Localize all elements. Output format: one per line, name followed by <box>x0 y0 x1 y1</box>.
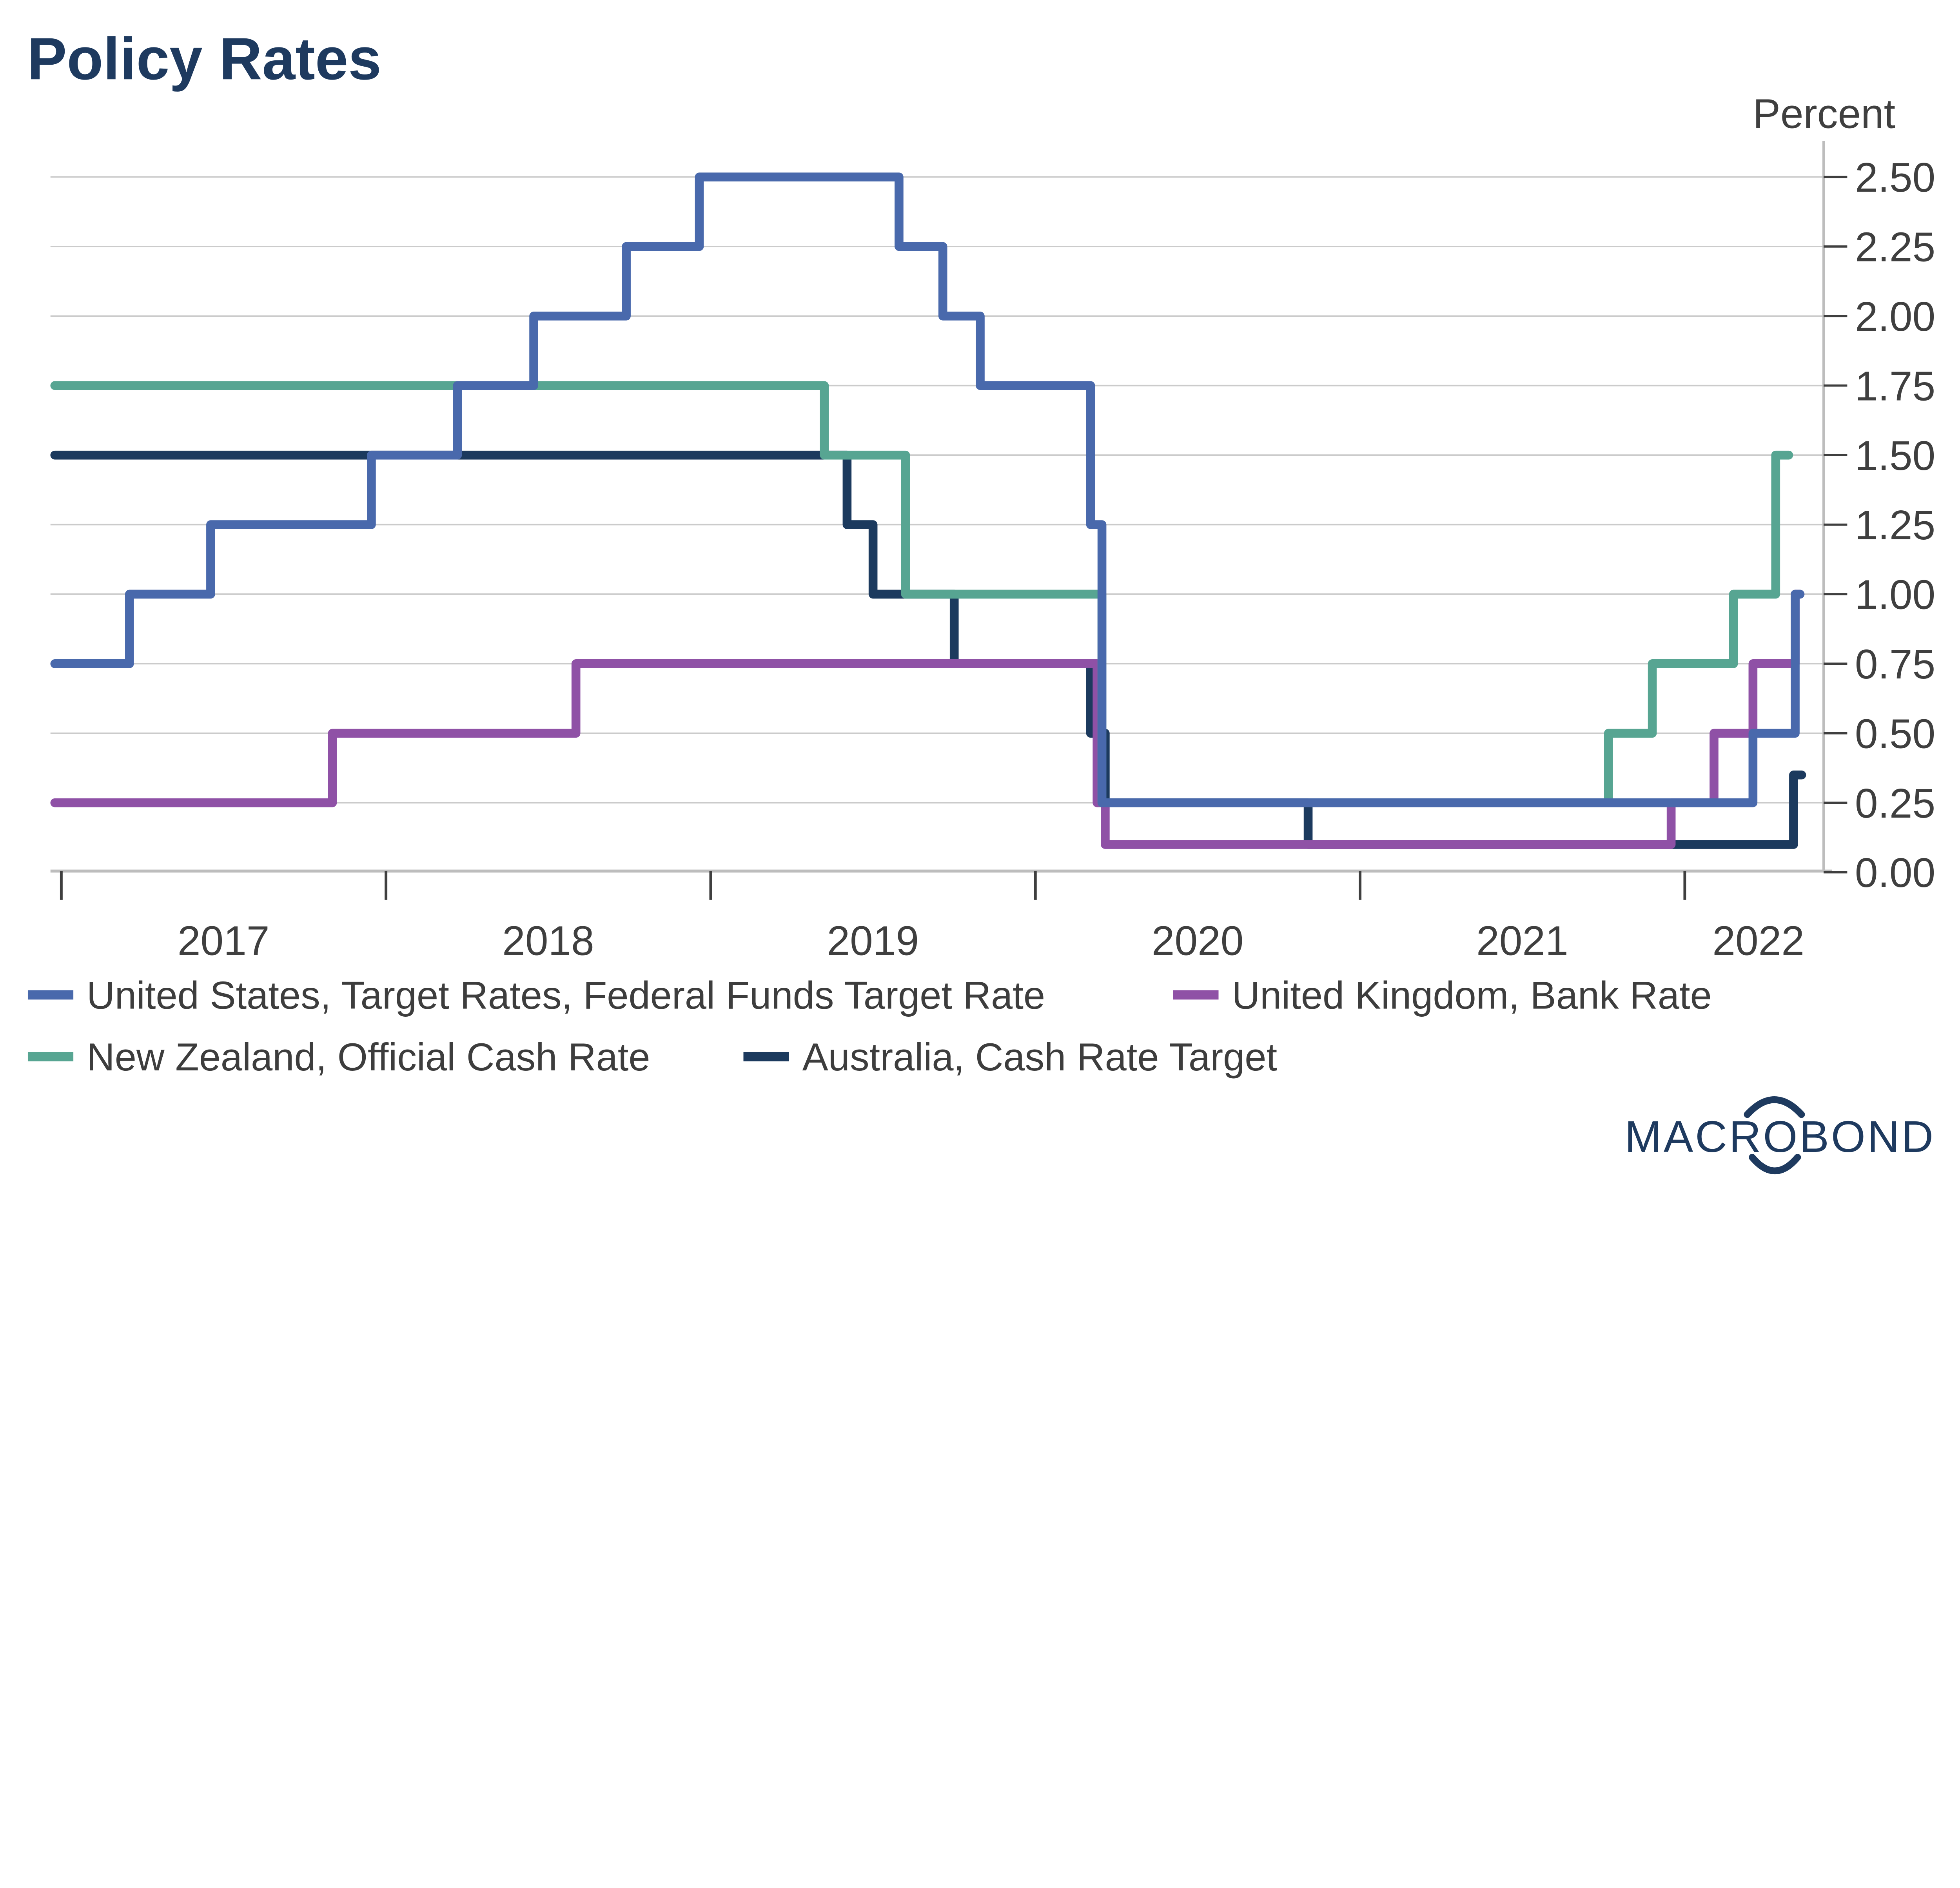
macrobond-logo: MACROBOND <box>1625 1096 1935 1174</box>
y-tick-label: 0.00 <box>1855 850 1935 896</box>
gridlines <box>50 176 1824 804</box>
y-tick-label: 0.25 <box>1855 780 1935 827</box>
series-lines <box>50 172 1806 849</box>
macrobond-logo-text: MACROBOND <box>1625 1112 1935 1161</box>
y-axis-ticks <box>1824 176 1847 874</box>
legend-item: United States, Target Rates, Federal Fun… <box>27 974 1045 1017</box>
legend-swatch-icon <box>1173 990 1219 1000</box>
series-line <box>50 381 1793 807</box>
policy-rates-chart: Policy Rates Percent 2.50 2.25 2.00 1.75 1.5… <box>27 25 1936 1174</box>
legend-label: New Zealand, Official Cash Rate <box>87 1036 650 1079</box>
x-tick-label: 2020 <box>1152 918 1244 964</box>
y-tick-label: 1.75 <box>1855 363 1935 409</box>
y-tick-label: 1.50 <box>1855 433 1935 479</box>
chart-canvas: Policy Rates Percent 2.50 2.25 2.00 1.75 1.5… <box>27 25 1936 1174</box>
y-tick-label: 1.25 <box>1855 502 1935 548</box>
y-tick-label: 2.00 <box>1855 294 1935 340</box>
page-title: Policy Rates <box>27 25 381 92</box>
legend-item: Australia, Cash Rate Target <box>743 1036 1277 1079</box>
x-tick-label: 2019 <box>827 918 919 964</box>
macrobond-logo-top-arc-icon <box>1744 1096 1805 1118</box>
legend-item: United Kingdom, Bank Rate <box>1173 974 1712 1017</box>
legend: United States, Target Rates, Federal Fun… <box>27 974 1712 1079</box>
x-tick-label: 2021 <box>1476 918 1568 964</box>
legend-label: United Kingdom, Bank Rate <box>1232 974 1711 1017</box>
x-axis-labels: 2017 2018 2019 2020 2021 2022 <box>178 918 1804 964</box>
series-line <box>50 450 1806 849</box>
y-tick-label: 1.00 <box>1855 572 1935 618</box>
legend-swatch-icon <box>27 990 74 1000</box>
y-axis-labels: 2.50 2.25 2.00 1.75 1.50 1.25 1.00 0.75 0.50 0.25… <box>1855 154 1935 896</box>
legend-swatch-icon <box>743 1052 789 1061</box>
x-axis-ticks <box>60 871 1686 900</box>
x-tick-label: 2018 <box>502 918 594 964</box>
y-axis-unit-label: Percent <box>1753 91 1896 137</box>
x-tick-label: 2017 <box>178 918 270 964</box>
legend-label: United States, Target Rates, Federal Fun… <box>87 974 1045 1017</box>
legend-label: Australia, Cash Rate Target <box>802 1036 1277 1079</box>
y-tick-label: 2.25 <box>1855 224 1935 270</box>
legend-item: New Zealand, Official Cash Rate <box>27 1036 650 1079</box>
macrobond-logo-bottom-arc-icon <box>1749 1153 1801 1174</box>
legend-swatch-icon <box>27 1052 74 1061</box>
series-line <box>50 589 1805 849</box>
series-line <box>50 172 1805 807</box>
y-tick-label: 0.50 <box>1855 711 1935 757</box>
y-tick-label: 2.50 <box>1855 154 1935 201</box>
y-tick-label: 0.75 <box>1855 641 1935 687</box>
x-tick-label: 2022 <box>1712 918 1804 964</box>
